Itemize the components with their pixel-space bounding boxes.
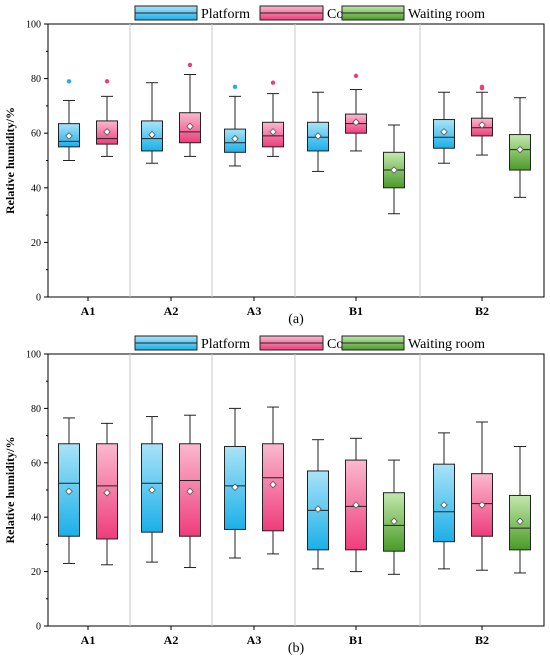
- y-tick-label: 60: [31, 458, 41, 469]
- x-tick-label: A1: [81, 633, 96, 647]
- box-mean-marker: [440, 128, 448, 136]
- box-outlier: [66, 79, 72, 84]
- box-waiting-room-b1: [383, 459, 405, 575]
- box-mean-marker: [148, 486, 156, 494]
- plot-frame: [47, 23, 545, 298]
- y-axis-label: Relative humidity/%: [3, 107, 17, 214]
- box-mean-marker: [65, 132, 73, 140]
- box-mean-marker: [148, 130, 156, 139]
- legend-item-waiting-room: Waiting room: [341, 335, 485, 352]
- box-mean-marker: [186, 487, 194, 496]
- box-waiting-room-b1: [383, 124, 405, 215]
- y-tick-label: 80: [31, 404, 41, 415]
- box-mean-marker: [314, 132, 322, 140]
- box-mean-marker: [186, 122, 194, 131]
- legend-item-platform: Platform: [134, 5, 250, 22]
- box-platform-b1: [307, 91, 329, 172]
- box-concourse-a2: [179, 414, 201, 569]
- y-tick-label: 80: [31, 74, 41, 85]
- chart-panel-1: 0 20 40 60 80 100 A1 A2 A3 B1 B2 Relative humidity/…: [3, 5, 545, 327]
- y-tick-label: 40: [31, 183, 41, 194]
- box-concourse-b1: [345, 73, 367, 152]
- box-concourse-a1: [96, 79, 118, 157]
- box-platform-a3: [224, 407, 246, 559]
- y-tick-label: 40: [31, 513, 41, 524]
- legend-label: Platform: [201, 7, 250, 22]
- box-mean-marker: [352, 501, 360, 509]
- y-tick-label: 0: [36, 293, 41, 304]
- box-waiting-room-b2: [509, 97, 531, 198]
- box-concourse-b1: [345, 437, 367, 573]
- x-tick-label: A2: [164, 633, 179, 647]
- box-concourse-a3: [262, 406, 284, 555]
- chart-panel-2: 0 20 40 60 80 100 A1 A2 A3 B1 B2 Relative humidity/…: [3, 335, 545, 656]
- box-platform-b2: [433, 91, 455, 164]
- x-tick-label: A3: [247, 304, 262, 318]
- box-mean-marker: [231, 483, 239, 492]
- box-outlier: [353, 73, 359, 79]
- box-mean-marker: [231, 134, 239, 143]
- box-mean-marker: [478, 501, 486, 509]
- box-mean-marker: [103, 488, 111, 497]
- x-tick-label: B1: [349, 633, 363, 647]
- x-tick-label: B2: [475, 304, 489, 318]
- x-tick-label: B1: [349, 304, 363, 318]
- box-outlier: [479, 84, 485, 89]
- box-mean-marker: [269, 128, 277, 136]
- y-tick-label: 20: [31, 238, 41, 249]
- x-tick-label: B2: [475, 633, 489, 647]
- legend: PlatformConcourseWaiting room: [134, 335, 485, 352]
- plot-frame: [47, 353, 545, 627]
- box-concourse-a3: [262, 80, 284, 157]
- box-platform-a1: [58, 417, 80, 564]
- y-tick-label: 100: [26, 20, 41, 31]
- x-tick-label: A3: [247, 633, 262, 647]
- x-tick-label: A2: [164, 304, 179, 318]
- box-mean-marker: [103, 128, 111, 136]
- box-platform-a2: [141, 82, 163, 164]
- y-tick-label: 60: [31, 129, 41, 140]
- box-outlier: [104, 79, 110, 84]
- box-mean-marker: [478, 121, 486, 129]
- box-waiting-room-b2: [509, 445, 531, 574]
- box-mean-marker: [516, 517, 524, 526]
- box-mean-marker: [516, 145, 524, 154]
- y-tick-label: 100: [26, 350, 41, 361]
- box-outlier: [270, 80, 276, 85]
- box-mean-marker: [440, 501, 448, 509]
- x-tick-label: A1: [81, 304, 96, 318]
- box-concourse-a2: [179, 62, 201, 157]
- panel-label: (a): [288, 312, 304, 327]
- legend-label: Waiting room: [408, 337, 485, 352]
- legend-item-waiting-room: Waiting room: [341, 5, 485, 22]
- legend-item-platform: Platform: [134, 335, 250, 352]
- box-outlier: [232, 84, 238, 89]
- legend-label: Platform: [201, 337, 250, 352]
- box-outlier: [187, 62, 193, 68]
- panel-label: (b): [288, 641, 305, 656]
- box-platform-b2: [433, 432, 455, 570]
- y-axis-label: Relative humidity/%: [3, 437, 17, 544]
- legend-label: Waiting room: [408, 7, 485, 22]
- box-concourse-b2: [471, 421, 493, 571]
- box-platform-a3: [224, 84, 246, 167]
- box-platform-a1: [58, 79, 80, 161]
- legend: PlatformConcourseWaiting room: [134, 5, 485, 22]
- box-mean-marker: [314, 505, 322, 513]
- y-tick-label: 0: [36, 622, 41, 633]
- box-mean-marker: [65, 487, 73, 496]
- box-platform-a2: [141, 416, 163, 563]
- box-mean-marker: [269, 480, 277, 489]
- box-concourse-b2: [471, 84, 493, 156]
- box-platform-b1: [307, 439, 329, 570]
- box-mean-marker: [352, 118, 360, 127]
- box-mean-marker: [390, 517, 398, 526]
- box-concourse-a1: [96, 422, 118, 566]
- box-mean-marker: [390, 166, 398, 174]
- y-tick-label: 20: [31, 567, 41, 578]
